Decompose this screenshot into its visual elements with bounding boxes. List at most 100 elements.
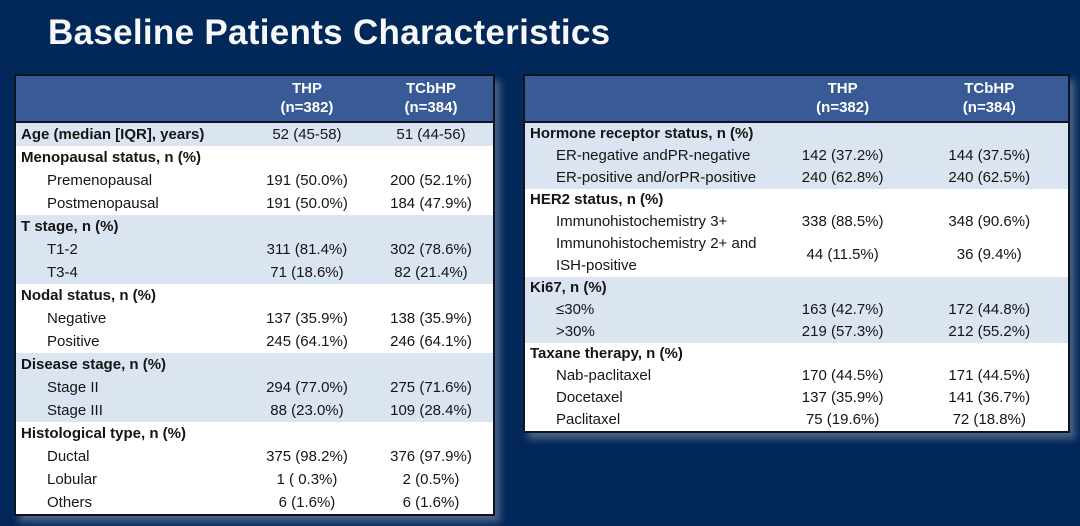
group-label: Nodal status, n (%) bbox=[21, 287, 157, 304]
column-header-characteristic bbox=[16, 76, 245, 123]
table-row: Stage III 88 (23.0%) 109 (28.4%) bbox=[16, 399, 493, 422]
row-label: Positive bbox=[47, 333, 100, 350]
table-row: Nodal status, n (%) bbox=[16, 284, 493, 307]
table-row: T3-4 71 (18.6%) 82 (21.4%) bbox=[16, 261, 493, 284]
table-row: T stage, n (%) bbox=[16, 215, 493, 238]
row-label: Immunohistochemistry 3+ bbox=[556, 213, 728, 230]
row-label: Stage II bbox=[47, 379, 99, 396]
table-row: Postmenopausal 191 (50.0%) 184 (47.9%) bbox=[16, 192, 493, 215]
table-row: Premenopausal 191 (50.0%) 200 (52.1%) bbox=[16, 169, 493, 192]
row-label: >30% bbox=[556, 323, 595, 340]
row-label: Ductal bbox=[47, 448, 90, 465]
tcbhp-value bbox=[369, 215, 493, 238]
table-row: Nab-paclitaxel 170 (44.5%) 171 (44.5%) bbox=[525, 365, 1068, 387]
tcbhp-value: 141 (36.7%) bbox=[948, 389, 1031, 406]
thp-value bbox=[245, 422, 369, 445]
row-label: ER-negative andPR-negative bbox=[556, 147, 751, 164]
row-label: Others bbox=[47, 494, 93, 511]
column-header-thp: THP (n=382) bbox=[244, 76, 369, 123]
tcbhp-value bbox=[369, 284, 493, 307]
tcbhp-value: 109 (28.4%) bbox=[390, 402, 472, 419]
column-arm-name: THP bbox=[827, 80, 858, 97]
column-arm-n: (n=384) bbox=[962, 99, 1016, 116]
tcbhp-value: 36 (9.4%) bbox=[956, 246, 1022, 263]
page-title: Baseline Patients Characteristics bbox=[48, 13, 611, 52]
tcbhp-value: 275 (71.6%) bbox=[390, 379, 472, 396]
row-label: T1-2 bbox=[47, 241, 78, 258]
tcbhp-value: 144 (37.5%) bbox=[948, 147, 1031, 164]
group-label: Age (median [IQR], years) bbox=[21, 126, 205, 143]
row-label: ER-positive and/orPR-positive bbox=[556, 169, 757, 186]
tcbhp-value: 200 (52.1%) bbox=[390, 172, 472, 189]
table-row: Taxane therapy, n (%) bbox=[525, 343, 1068, 365]
group-label: Hormone receptor status, n (%) bbox=[530, 125, 754, 142]
thp-value: 170 (44.5%) bbox=[801, 367, 884, 384]
column-arm-name: THP bbox=[291, 80, 322, 97]
thp-value: 338 (88.5%) bbox=[801, 213, 884, 230]
table-row: Hormone receptor status, n (%) bbox=[525, 122, 1068, 145]
tcbhp-value: 6 (1.6%) bbox=[402, 494, 460, 511]
table-row: Others 6 (1.6%) 6 (1.6%) bbox=[16, 491, 493, 514]
row-label: Premenopausal bbox=[47, 172, 153, 189]
column-arm-n: (n=384) bbox=[404, 99, 458, 116]
thp-value: 88 (23.0%) bbox=[270, 402, 344, 419]
thp-value: 163 (42.7%) bbox=[801, 301, 884, 318]
group-label: T stage, n (%) bbox=[21, 218, 119, 235]
table-row: Stage II 294 (77.0%) 275 (71.6%) bbox=[16, 376, 493, 399]
characteristics-table: THP (n=382) TCbHP (n=384) Age (median [IQR],… bbox=[16, 76, 493, 514]
table-row: Docetaxel 137 (35.9%) 141 (36.7%) bbox=[525, 387, 1068, 409]
tcbhp-value bbox=[369, 353, 493, 376]
row-label: Postmenopausal bbox=[47, 195, 159, 212]
tcbhp-value: 172 (44.8%) bbox=[948, 301, 1031, 318]
table-row: >30% 219 (57.3%) 212 (55.2%) bbox=[525, 321, 1068, 343]
table-row: ER-negative andPR-negative 142 (37.2%) 144… bbox=[525, 145, 1068, 167]
characteristics-table: THP (n=382) TCbHP (n=384) Hormone receptor s… bbox=[525, 76, 1068, 431]
table-row: Negative 137 (35.9%) 138 (35.9%) bbox=[16, 307, 493, 330]
group-label: Menopausal status, n (%) bbox=[21, 149, 202, 166]
tcbhp-value: 2 (0.5%) bbox=[402, 471, 460, 488]
thp-value: 52 (45-58) bbox=[272, 126, 342, 143]
column-arm-n: (n=382) bbox=[280, 99, 334, 116]
group-label: HER2 status, n (%) bbox=[530, 191, 664, 208]
tcbhp-value: 212 (55.2%) bbox=[948, 323, 1031, 340]
header-row: THP (n=382) TCbHP (n=384) bbox=[16, 76, 493, 123]
row-label: ≤30% bbox=[556, 301, 595, 318]
table-row: Menopausal status, n (%) bbox=[16, 146, 493, 169]
tcbhp-value bbox=[911, 277, 1068, 299]
thp-value bbox=[775, 122, 911, 145]
thp-value bbox=[775, 277, 911, 299]
thp-value: 6 (1.6%) bbox=[278, 494, 336, 511]
thp-value: 137 (35.9%) bbox=[801, 389, 884, 406]
table-row: Immunohistochemistry 2+ and ISH-positive… bbox=[525, 233, 1068, 277]
thp-value: 240 (62.8%) bbox=[801, 169, 884, 186]
header-row: THP (n=382) TCbHP (n=384) bbox=[525, 76, 1068, 123]
baseline-table-left: THP (n=382) TCbHP (n=384) Age (median [IQR],… bbox=[14, 74, 495, 516]
tcbhp-value bbox=[369, 422, 493, 445]
thp-value: 191 (50.0%) bbox=[266, 172, 348, 189]
table-row: ER-positive and/orPR-positive 240 (62.8%)… bbox=[525, 167, 1068, 189]
tcbhp-value: 246 (64.1%) bbox=[390, 333, 472, 350]
row-label: Lobular bbox=[47, 471, 98, 488]
baseline-table-right: THP (n=382) TCbHP (n=384) Hormone receptor s… bbox=[523, 74, 1070, 433]
tcbhp-value bbox=[369, 146, 493, 169]
tcbhp-value: 171 (44.5%) bbox=[948, 367, 1031, 384]
thp-value: 75 (19.6%) bbox=[805, 411, 880, 428]
thp-value: 294 (77.0%) bbox=[266, 379, 348, 396]
tcbhp-value: 138 (35.9%) bbox=[390, 310, 472, 327]
tcbhp-value bbox=[911, 189, 1068, 211]
thp-value: 245 (64.1%) bbox=[266, 333, 348, 350]
tcbhp-value: 240 (62.5%) bbox=[948, 169, 1031, 186]
column-header-tcbhp: TCbHP (n=384) bbox=[910, 76, 1068, 123]
thp-value bbox=[245, 284, 369, 307]
tcbhp-value bbox=[911, 343, 1068, 365]
table-row: Ki67, n (%) bbox=[525, 277, 1068, 299]
thp-value: 71 (18.6%) bbox=[270, 264, 344, 281]
table-row: T1-2 311 (81.4%) 302 (78.6%) bbox=[16, 238, 493, 261]
row-label: Negative bbox=[47, 310, 107, 327]
group-label: Taxane therapy, n (%) bbox=[530, 345, 683, 362]
table-row: ≤30% 163 (42.7%) 172 (44.8%) bbox=[525, 299, 1068, 321]
row-label: Nab-paclitaxel bbox=[556, 367, 652, 384]
tcbhp-value: 184 (47.9%) bbox=[390, 195, 472, 212]
tcbhp-value: 348 (90.6%) bbox=[948, 213, 1031, 230]
thp-value: 375 (98.2%) bbox=[266, 448, 348, 465]
